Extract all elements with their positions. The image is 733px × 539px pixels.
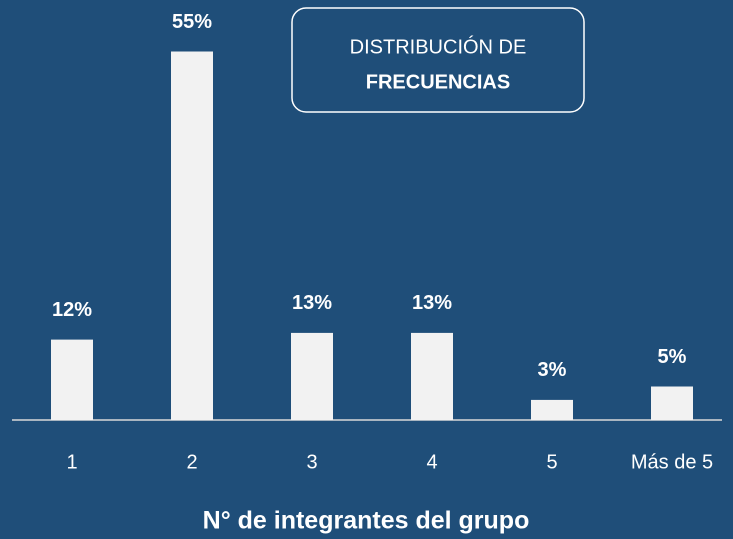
chart-title: FRECUENCIAS [366, 71, 510, 93]
bar [531, 399, 573, 420]
x-tick-label: 4 [426, 451, 437, 473]
x-axis-label: N° de integrantes del grupo [203, 507, 530, 535]
bar [51, 339, 93, 420]
data-label: 5% [658, 346, 687, 368]
bar [291, 332, 333, 420]
data-label: 12% [52, 299, 92, 321]
data-label: 13% [412, 292, 452, 314]
title-box [291, 7, 585, 113]
data-label: 3% [538, 359, 567, 381]
bar [171, 51, 213, 420]
x-tick-label: 2 [186, 451, 197, 473]
x-tick-label: 1 [66, 451, 77, 473]
data-label: 13% [292, 292, 332, 314]
data-label: 55% [172, 11, 212, 33]
bar [411, 332, 453, 420]
bar [651, 386, 693, 420]
x-tick-label: 3 [306, 451, 317, 473]
x-tick-label: Más de 5 [631, 451, 713, 473]
chart-title: DISTRIBUCIÓN DE [350, 35, 527, 58]
x-tick-label: 5 [546, 451, 557, 473]
